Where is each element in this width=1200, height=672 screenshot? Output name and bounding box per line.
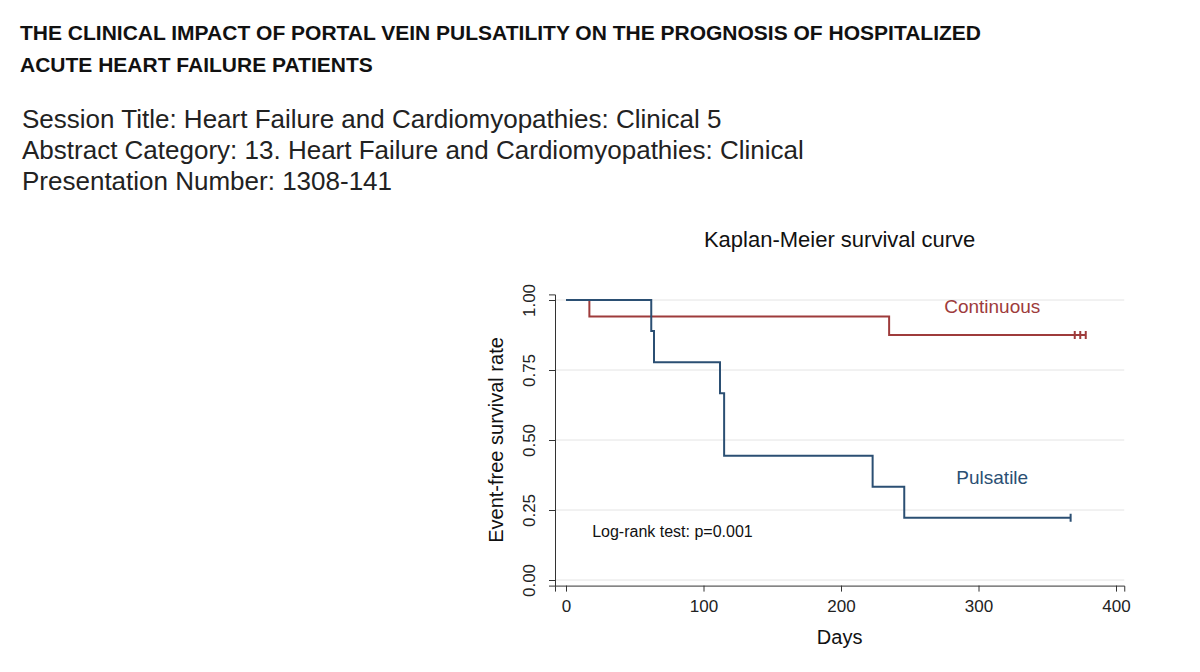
tick: 0.50 bbox=[520, 424, 555, 457]
tick-mark bbox=[549, 510, 555, 511]
tick-mark bbox=[841, 586, 842, 592]
series-label: Pulsatile bbox=[956, 467, 1028, 488]
axis-line bbox=[556, 586, 1125, 592]
tick-mark bbox=[566, 586, 567, 592]
tick-mark bbox=[1116, 586, 1117, 592]
tick: 0 bbox=[562, 586, 571, 616]
x-axis: 0 100 200 300 400 bbox=[556, 586, 1131, 616]
header-line: Session Title: Heart Failure and Cardiom… bbox=[22, 104, 721, 134]
y-axis-title: Event-free survival rate bbox=[485, 337, 507, 543]
tick-label: 0.00 bbox=[520, 564, 539, 597]
tick-mark bbox=[549, 300, 555, 301]
grid-line bbox=[555, 370, 1124, 371]
grid-line bbox=[555, 580, 1124, 581]
tick: 100 bbox=[690, 586, 718, 616]
survival-line bbox=[566, 300, 1071, 518]
x-axis-title: Days bbox=[817, 626, 863, 648]
grid-line bbox=[555, 510, 1124, 511]
tick-mark bbox=[549, 580, 555, 581]
tick-mark bbox=[549, 370, 555, 371]
plot-area bbox=[566, 300, 1086, 522]
chart: Kaplan-Meier survival curve0.000.250.500… bbox=[485, 227, 1131, 648]
header-line: Presentation Number: 1308-141 bbox=[22, 166, 392, 196]
tick-label: 0 bbox=[562, 597, 571, 616]
header-line: Abstract Category: 13. Heart Failure and… bbox=[22, 135, 804, 165]
page: THE CLINICAL IMPACT OF PORTAL VEIN PULSA… bbox=[0, 0, 1200, 672]
grid-line bbox=[555, 440, 1124, 441]
header-title: THE CLINICAL IMPACT OF PORTAL VEIN PULSA… bbox=[20, 21, 981, 44]
tick-mark bbox=[704, 586, 705, 592]
tick: 0.00 bbox=[520, 564, 555, 597]
tick: 0.25 bbox=[520, 494, 555, 527]
series-label: Continuous bbox=[944, 296, 1040, 317]
tick: 0.75 bbox=[520, 354, 555, 387]
tick-label: 0.25 bbox=[520, 494, 539, 527]
y-axis: 0.00 0.25 0.50 0.75 1.00 bbox=[520, 284, 556, 597]
tick-label: 1.00 bbox=[520, 284, 539, 317]
header-title: ACUTE HEART FAILURE PATIENTS bbox=[20, 53, 373, 76]
tick-label: 300 bbox=[965, 597, 993, 616]
tick: 1.00 bbox=[520, 284, 555, 317]
censor-mark bbox=[1085, 331, 1087, 339]
tick: 200 bbox=[827, 586, 855, 616]
tick-mark bbox=[979, 586, 980, 592]
grid bbox=[555, 300, 1124, 580]
censor-mark bbox=[1070, 514, 1072, 522]
censor-mark bbox=[1074, 331, 1076, 339]
tick-label: 200 bbox=[827, 597, 855, 616]
tick-label: 0.75 bbox=[520, 354, 539, 387]
chart-title: Kaplan-Meier survival curve bbox=[704, 227, 975, 252]
tick-label: 400 bbox=[1102, 597, 1130, 616]
tick: 300 bbox=[965, 586, 993, 616]
tick: 400 bbox=[1102, 586, 1130, 616]
header: THE CLINICAL IMPACT OF PORTAL VEIN PULSA… bbox=[20, 21, 981, 196]
tick-label: 0.50 bbox=[520, 424, 539, 457]
axis-line bbox=[549, 295, 556, 586]
tick-mark bbox=[549, 440, 555, 441]
annotation: Log-rank test: p=0.001 bbox=[592, 523, 753, 540]
tick-label: 100 bbox=[690, 597, 718, 616]
censor-mark bbox=[1079, 331, 1081, 339]
